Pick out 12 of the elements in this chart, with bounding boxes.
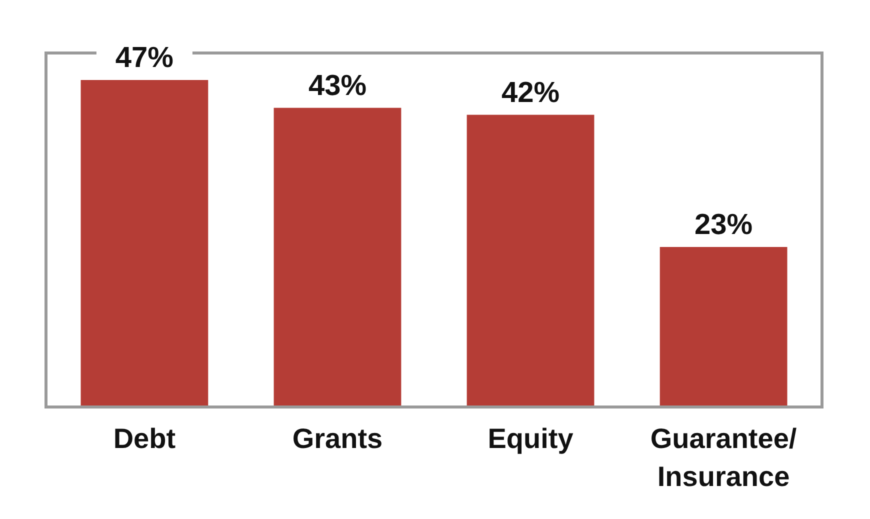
- x-tick-label: Guarantee/ Insurance: [650, 423, 797, 492]
- data-label: 43%: [308, 70, 367, 102]
- x-tick-label: Debt: [113, 423, 176, 454]
- bar: [80, 80, 208, 407]
- data-label: 42%: [501, 76, 560, 109]
- bar: [274, 108, 402, 407]
- x-tick-label: Grants: [292, 423, 383, 454]
- data-label: 23%: [694, 208, 753, 241]
- bar: [466, 114, 594, 407]
- bar: [660, 246, 788, 407]
- x-tick-label: Equity: [488, 423, 574, 454]
- data-label: 47%: [115, 42, 174, 74]
